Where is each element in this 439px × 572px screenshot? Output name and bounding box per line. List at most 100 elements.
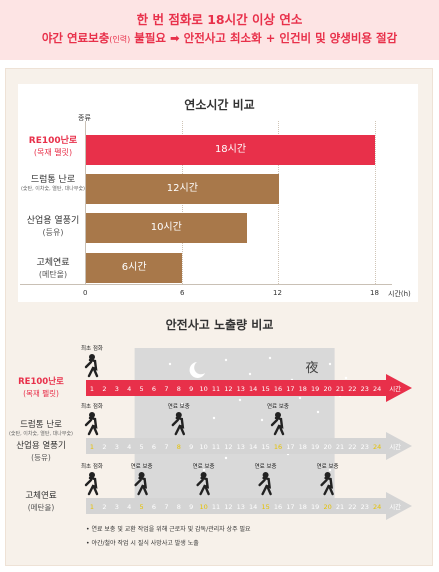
hour-1-17: 17: [286, 443, 294, 451]
hour-0-3: 3: [115, 385, 119, 393]
event-label-2-2: 연료 보충: [193, 462, 215, 470]
hour-0-21: 21: [336, 385, 344, 393]
hour-2-18: 18: [299, 503, 307, 511]
hour-1-7: 7: [164, 443, 168, 451]
chart1-bar-re100: 18시간: [86, 135, 375, 165]
chart1-ylabel: 종류: [78, 114, 91, 122]
hour-unit-1: 시간: [389, 442, 401, 451]
event-label-2-0: 최초 점화: [81, 462, 103, 470]
chart1-category-heater: 산업용 열풍기 (등유): [20, 216, 86, 238]
hour-0-12: 12: [224, 385, 232, 393]
hour-0-1: 1: [90, 385, 94, 393]
banner-line-2a: 야간 연료보충: [41, 31, 110, 45]
worker-icon-1-0: [89, 412, 95, 418]
hour-2-9: 9: [189, 503, 193, 511]
event-label-1-1: 연료 보충: [168, 402, 190, 410]
hour-1-10: 10: [199, 443, 207, 451]
event-label-2-1: 연료 보충: [131, 462, 153, 470]
timeline-arrow-head-1: [386, 432, 412, 460]
hour-2-19: 19: [311, 503, 319, 511]
hour-0-20: 20: [323, 385, 331, 393]
hour-1-18: 18: [299, 443, 307, 451]
hour-1-24: 24: [373, 443, 381, 451]
hour-2-13: 13: [237, 503, 245, 511]
event-label-1-2: 연료 보충: [267, 402, 289, 410]
chart1-category-re100-sub: (목재 펠릿): [33, 148, 73, 157]
hour-0-11: 11: [212, 385, 220, 393]
chart1-tick-12: 12: [273, 289, 282, 297]
chart1-category-solid: 고체연료 (메탄올): [20, 258, 86, 280]
hour-0-4: 4: [127, 385, 131, 393]
worker-icon-2-3: [262, 472, 269, 478]
hour-1-16: 16: [274, 443, 282, 451]
hour-0-19: 19: [311, 385, 319, 393]
hour-0-16: 16: [274, 385, 282, 393]
chart1-tick-0: 0: [83, 289, 88, 297]
worker-icon-2-0: [89, 472, 95, 478]
note-1: • 연료 보충 및 교환 작업을 위해 근로자 및 감독/관리자 상주 필요: [86, 526, 251, 533]
hour-1-8: 8: [177, 443, 181, 451]
chart1-tick-6: 6: [180, 289, 185, 297]
hour-2-8: 8: [177, 503, 181, 511]
star-7: [180, 402, 184, 406]
hour-1-1: 1: [90, 443, 94, 451]
worker-icon-body-2-1: [134, 476, 148, 496]
chart2-row-solid-sub: (메탄올): [27, 503, 55, 512]
chart2-row-heater-sub: (등유): [31, 453, 51, 462]
hour-0-8: 8: [177, 385, 181, 393]
hour-1-21: 21: [336, 443, 344, 451]
hour-0-22: 22: [348, 385, 356, 393]
chart1-title: 연소시간 비교: [184, 98, 255, 112]
timeline-arrow-head-2: [386, 492, 412, 520]
hour-0-24: 24: [373, 385, 381, 393]
chart2-row-drum-label: 드럼통 난로 (숯탄, 이차숯, 열탄, 대나무숯): [6, 420, 76, 438]
hour-1-19: 19: [311, 443, 319, 451]
chart1-x-axis: [20, 284, 392, 285]
hour-2-15: 15: [261, 503, 269, 511]
chart1-category-drum: 드럼통 난로 (숯탄, 이차숯, 열탄, 대나무숯): [20, 175, 86, 193]
hour-2-11: 11: [212, 503, 220, 511]
timeline-arrow-body-1: [86, 438, 386, 454]
worker-icon-2-2: [200, 472, 207, 478]
worker-icon-body-0-0: [84, 358, 99, 378]
hour-1-20: 20: [323, 443, 331, 451]
hour-1-9: 9: [189, 443, 193, 451]
hour-0-7: 7: [164, 385, 168, 393]
worker-icon-2-1: [138, 472, 145, 478]
hour-0-13: 13: [237, 385, 245, 393]
banner-line-1: 한 번 점화로 18시간 이상 연소: [136, 12, 303, 27]
banner-line-2c: 불필요 ➡ 안전사고 최소화 + 인건비 및 양생비용 절감: [130, 31, 398, 45]
hour-unit-2: 시간: [389, 502, 401, 511]
worker-icon-body-1-2: [270, 416, 285, 436]
moon-icon: [189, 362, 205, 378]
chart2-row-drum-name: 드럼통 난로: [20, 420, 62, 430]
worker-icon-body-1-0: [84, 416, 99, 436]
hour-2-21: 21: [336, 503, 344, 511]
hour-2-3: 3: [115, 503, 119, 511]
hour-0-14: 14: [249, 385, 257, 393]
chart2-title: 안전사고 노출량 비교: [165, 318, 274, 332]
hour-2-14: 14: [249, 503, 257, 511]
worker-icon-body-2-0: [84, 476, 99, 496]
chart2-row-re100-label: RE100난로 (목재 펠릿): [6, 377, 76, 399]
timeline-arrow-body-2: [86, 498, 386, 514]
chart1-category-re100-name: RE100난로: [28, 136, 78, 146]
chart1-bar-label-heater: 10시간: [150, 222, 182, 233]
hour-2-5: 5: [140, 503, 144, 511]
hour-0-10: 10: [199, 385, 207, 393]
hour-2-20: 20: [323, 503, 331, 511]
star-1: [224, 358, 228, 362]
hour-1-15: 15: [261, 443, 269, 451]
note-2: • 야간/철야 작업 시 질식 사망사고 발생 노출: [86, 540, 199, 547]
hour-2-24: 24: [373, 503, 381, 511]
header-banner: 한 번 점화로 18시간 이상 연소 야간 연료보충(인력) 불필요 ➡ 안전사…: [0, 0, 439, 60]
timeline-arrow-body-0: [86, 380, 386, 396]
worker-icon-body-1-1: [171, 416, 185, 436]
hour-2-10: 10: [199, 503, 207, 511]
hour-2-17: 17: [286, 503, 294, 511]
hour-1-12: 12: [224, 443, 232, 451]
chart1-tick-18: 18: [370, 289, 379, 297]
event-label-0-0: 최초 점화: [81, 344, 103, 352]
star-9: [298, 396, 302, 400]
